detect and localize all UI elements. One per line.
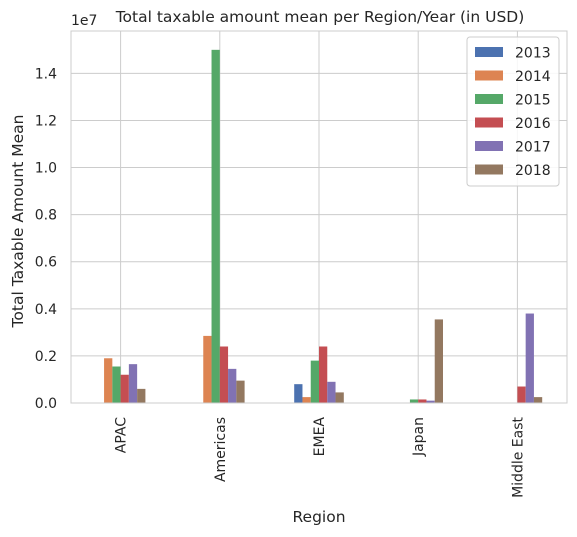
legend-label-2017: 2017 — [515, 140, 551, 156]
bar-2015-americas — [211, 49, 220, 403]
y-tick-label: 0.8 — [35, 208, 57, 224]
legend-swatch-2015 — [475, 94, 503, 104]
legend-label-2016: 2016 — [515, 116, 551, 132]
bar-2018-americas — [236, 380, 245, 403]
legend-label-2014: 2014 — [515, 69, 551, 85]
legend-swatch-2014 — [475, 70, 503, 81]
x-tick-label: Middle East — [510, 416, 526, 497]
y-multiplier-label: 1e7 — [71, 13, 97, 29]
y-tick-label: 1.2 — [35, 113, 57, 129]
y-axis-label: Total Taxable Amount Mean — [9, 115, 27, 329]
bar-2017-japan — [426, 400, 435, 403]
legend-swatch-2016 — [475, 117, 503, 128]
bar-2018-apac — [137, 388, 146, 403]
x-axis-label: Region — [292, 508, 345, 526]
x-tick-label: EMEA — [312, 417, 328, 457]
bar-2014-emea — [302, 397, 311, 403]
bar-2015-emea — [310, 360, 319, 403]
bar-2018-emea — [335, 392, 344, 403]
bar-2017-middle-east — [525, 313, 534, 403]
legend: 2013 2014 2015 2016 2017 2018 — [466, 36, 560, 187]
bar-2013-emea — [294, 384, 303, 403]
bar-2016-japan — [418, 399, 427, 403]
bar-2016-apac — [120, 374, 129, 403]
y-tick-label: 1.4 — [35, 66, 57, 82]
bar-2016-emea — [319, 346, 328, 403]
y-tick-label: 0.6 — [35, 255, 57, 271]
legend-swatch-2018 — [475, 164, 503, 175]
legend-label-2018: 2018 — [515, 163, 551, 179]
bar-2015-apac — [112, 366, 121, 403]
y-tick-label: 0.4 — [35, 302, 57, 318]
bar-2018-japan — [434, 319, 443, 403]
bars-layer — [104, 49, 543, 403]
plot-frame — [70, 30, 568, 404]
y-tick-labels: 0.0 0.2 0.4 0.6 0.8 1.0 1.2 1.4 — [35, 66, 57, 412]
bar-2014-apac — [104, 358, 113, 403]
bar-2017-americas — [228, 368, 237, 403]
bar-2016-americas — [219, 346, 229, 403]
x-tick-labels: APAC Americas EMEA Japan Middle East — [114, 416, 527, 497]
y-tick-label: 0.0 — [35, 396, 57, 412]
chart-title: Total taxable amount mean per Region/Yea… — [115, 8, 525, 26]
bar-2017-emea — [327, 381, 336, 403]
legend-swatch-2013 — [475, 47, 503, 57]
grid-layer — [71, 31, 567, 404]
legend-label-2015: 2015 — [515, 93, 551, 109]
bar-2018-middle-east — [533, 397, 543, 403]
y-tick-label: 0.2 — [35, 349, 57, 365]
bar-2016-middle-east — [517, 386, 526, 403]
x-tick-label: Americas — [213, 417, 229, 482]
bar-2015-japan — [409, 399, 419, 403]
y-tick-label: 1.0 — [35, 161, 57, 177]
x-tick-label: APAC — [114, 417, 130, 453]
legend-label-2013: 2013 — [515, 46, 551, 62]
bar-2014-americas — [203, 335, 212, 403]
x-tick-label: Japan — [411, 417, 427, 457]
legend-swatch-2017 — [475, 141, 503, 151]
bar-2017-apac — [128, 364, 138, 403]
